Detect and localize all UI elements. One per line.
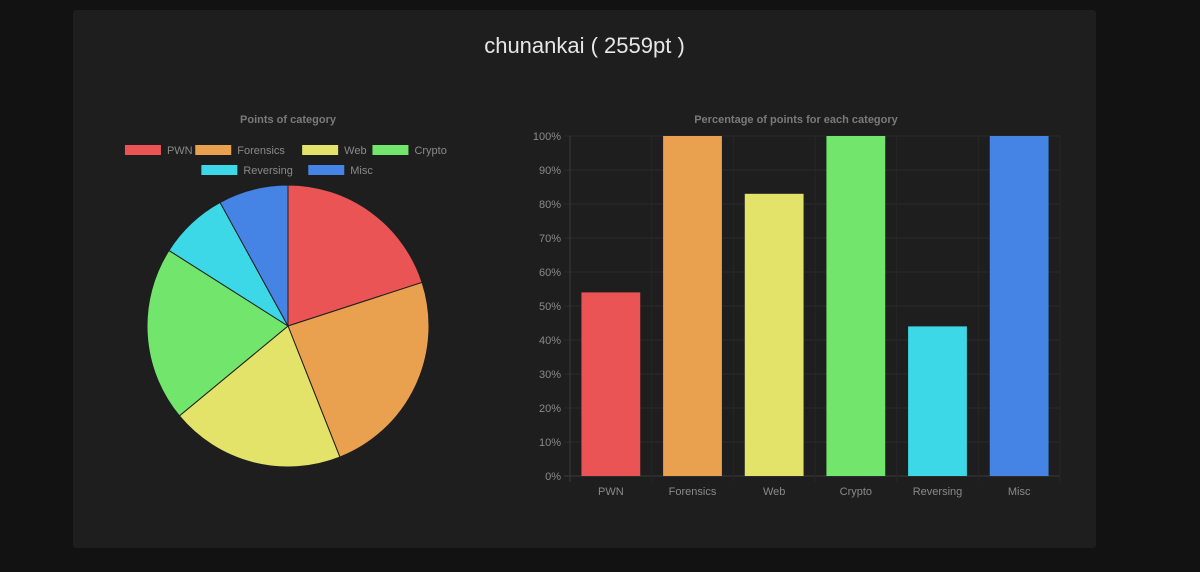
y-tick-label: 20%: [539, 403, 561, 415]
legend-label-misc: Misc: [350, 165, 373, 177]
bar-reversing[interactable]: [908, 326, 967, 476]
legend-item-web[interactable]: Web: [302, 145, 367, 157]
y-tick-label: 40%: [539, 335, 561, 347]
legend-swatch-misc: [308, 165, 345, 175]
bar-chart: Percentage of points for each category 0%…: [533, 114, 1061, 498]
bar-web[interactable]: [744, 193, 804, 477]
y-tick-label: 80%: [539, 199, 561, 211]
pie-slice-crypto[interactable]: [146, 249, 289, 417]
page-title: chunankai ( 2559pt ): [484, 33, 685, 58]
x-tick-label-misc: Misc: [1008, 486, 1031, 498]
pie-slice-misc[interactable]: [219, 184, 289, 327]
pie-chart-title: Points of category: [240, 114, 337, 126]
x-tick-label-web: Web: [763, 486, 785, 498]
legend-swatch-crypto: [372, 145, 409, 155]
pie-slice-pwn[interactable]: [287, 184, 423, 327]
legend-swatch-forensics: [195, 145, 232, 155]
legend-item-misc[interactable]: Misc: [308, 165, 373, 177]
bar-misc[interactable]: [989, 136, 1049, 476]
bar-crypto[interactable]: [826, 136, 886, 476]
x-tick-label-reversing: Reversing: [913, 486, 963, 498]
stats-card: chunankai ( 2559pt ) Points of category P…: [73, 10, 1096, 548]
bar-pwn[interactable]: [581, 292, 641, 476]
pie-slice-forensics[interactable]: [287, 281, 430, 458]
y-tick-label: 70%: [539, 233, 561, 245]
legend-label-pwn: PWN: [167, 145, 193, 157]
legend-label-crypto: Crypto: [414, 145, 446, 157]
y-tick-label: 10%: [539, 437, 561, 449]
y-tick-label: 60%: [539, 267, 561, 279]
legend-item-crypto[interactable]: Crypto: [372, 145, 447, 157]
x-tick-label-pwn: PWN: [598, 486, 624, 498]
bar-chart-title: Percentage of points for each category: [694, 114, 898, 126]
legend-swatch-pwn: [124, 145, 161, 155]
y-tick-label: 100%: [533, 131, 561, 143]
y-tick-label: 30%: [539, 369, 561, 381]
legend-label-forensics: Forensics: [237, 145, 285, 157]
legend-item-pwn[interactable]: PWN: [124, 145, 193, 157]
legend-item-reversing[interactable]: Reversing: [201, 165, 293, 177]
pie-chart: Points of category PWN Forensics Web Crypto R…: [124, 114, 447, 468]
y-tick-label: 90%: [539, 165, 561, 177]
pie-slice-web[interactable]: [178, 325, 341, 468]
legend-swatch-reversing: [201, 165, 238, 175]
y-tick-label: 50%: [539, 301, 561, 313]
legend-item-forensics[interactable]: Forensics: [195, 145, 285, 157]
x-tick-label-crypto: Crypto: [840, 486, 872, 498]
y-tick-label: 0%: [545, 471, 561, 483]
legend-label-web: Web: [344, 145, 366, 157]
bar-forensics[interactable]: [663, 136, 722, 476]
x-tick-label-forensics: Forensics: [669, 486, 717, 498]
legend-swatch-web: [302, 145, 339, 155]
legend-label-reversing: Reversing: [243, 165, 293, 177]
